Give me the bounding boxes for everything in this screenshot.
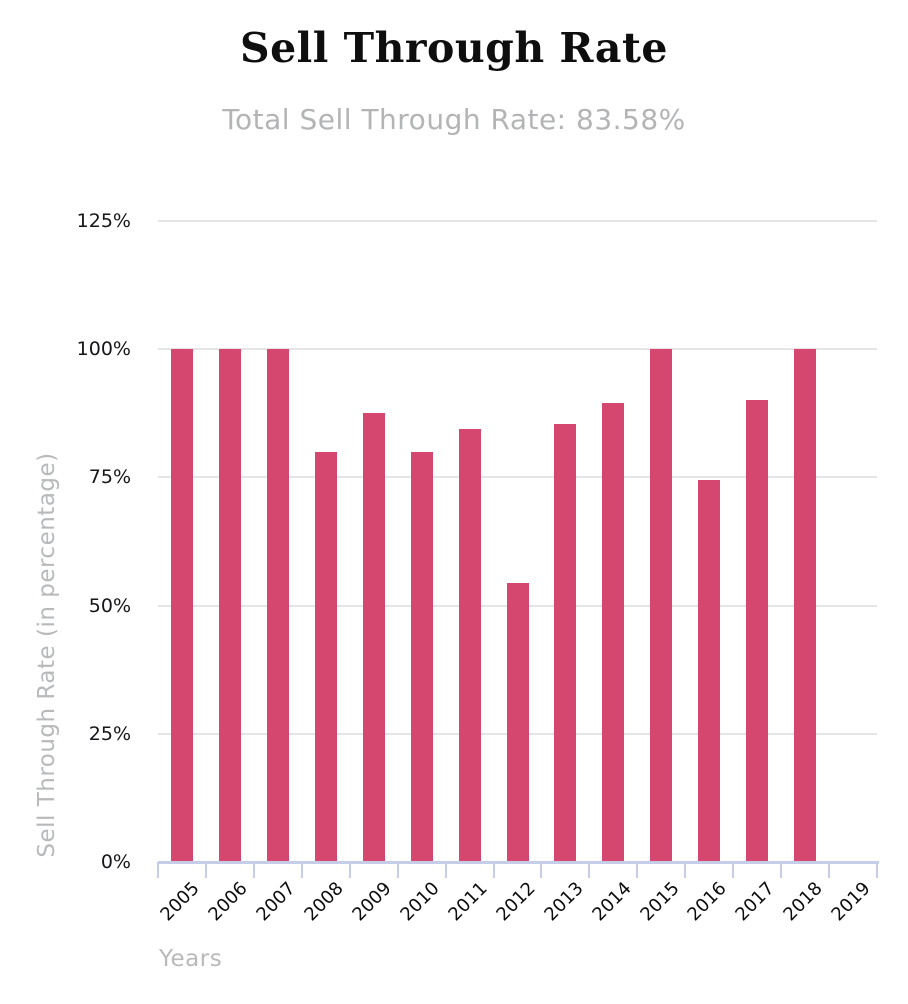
x-tick: [252, 862, 255, 878]
gridline-75: [158, 476, 877, 479]
gridline-100: [158, 348, 877, 351]
bar-2016: [698, 479, 721, 862]
y-tick-label-50: 50%: [88, 594, 131, 617]
x-tick-label-2018: 2018: [779, 878, 827, 926]
x-tick-label-2012: 2012: [492, 878, 540, 926]
x-tick-label-2013: 2013: [540, 878, 588, 926]
x-tick: [876, 862, 878, 878]
x-tick: [828, 862, 831, 878]
x-tick: [348, 862, 351, 878]
x-tick: [636, 862, 639, 878]
x-tick-label-2010: 2010: [396, 878, 444, 926]
x-tick: [492, 862, 495, 878]
x-tick: [300, 862, 303, 878]
bar-2017: [746, 400, 769, 862]
x-axis-line: [158, 861, 879, 864]
x-tick-label-2011: 2011: [444, 878, 492, 926]
x-tick-label-2015: 2015: [635, 878, 684, 926]
bar-2014: [602, 403, 625, 862]
x-tick-label-2005: 2005: [156, 878, 204, 926]
x-tick: [684, 862, 687, 878]
y-tick-label-0: 0%: [100, 851, 131, 873]
bar-2005: [170, 349, 193, 862]
x-tick: [157, 862, 159, 878]
x-tick-label-2016: 2016: [683, 878, 732, 926]
y-axis-title: Sell Through Rate (in percentage): [34, 452, 60, 858]
gridline-125: [158, 220, 877, 222]
x-tick: [396, 862, 399, 878]
y-tick-label-100: 100%: [76, 338, 131, 361]
bar-2008: [314, 451, 337, 862]
x-tick-label-2014: 2014: [587, 878, 636, 926]
x-tick: [732, 862, 735, 878]
y-tick-label-75: 75%: [88, 466, 131, 489]
bar-2012: [506, 582, 529, 862]
x-tick-label-2019: 2019: [827, 878, 875, 926]
bar-2006: [218, 349, 241, 862]
x-tick-label-2007: 2007: [252, 878, 300, 926]
bar-2015: [650, 349, 673, 862]
chart-title: Sell Through Rate: [239, 24, 669, 72]
bar-2013: [554, 423, 577, 862]
bar-2009: [362, 413, 385, 862]
x-tick-label-2008: 2008: [300, 878, 348, 926]
chart-subtitle: Total Sell Through Rate: 83.58%: [222, 103, 686, 136]
y-tick-label-125: 125%: [76, 210, 131, 232]
bar-2010: [410, 451, 433, 862]
x-tick-label-2006: 2006: [204, 878, 252, 926]
y-tick-label-25: 25%: [88, 722, 131, 745]
x-tick: [540, 862, 543, 878]
x-tick: [780, 862, 783, 878]
bar-2011: [458, 428, 481, 862]
bar-2007: [266, 349, 289, 862]
x-tick: [444, 862, 447, 878]
x-tick: [588, 862, 591, 878]
x-tick-label-2017: 2017: [731, 878, 780, 926]
bar-2018: [794, 349, 817, 862]
x-axis-title: Years: [159, 946, 223, 972]
x-tick-label-2009: 2009: [348, 878, 396, 926]
x-tick: [204, 862, 207, 878]
